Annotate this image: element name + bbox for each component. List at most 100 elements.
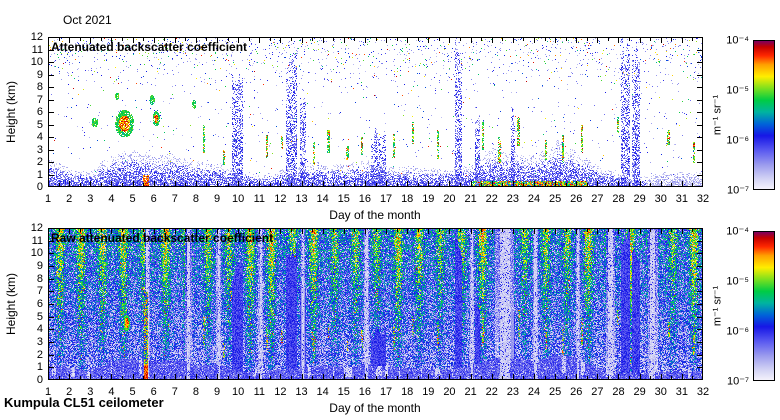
x-tick-label: 30 [654, 386, 667, 398]
y-tick-label: 9 [36, 68, 43, 81]
x-tick-label: 16 [358, 193, 372, 205]
x-tick-label: 5 [129, 386, 136, 398]
x-tick-label: 20 [443, 386, 456, 398]
x-tick-label: 11 [253, 386, 265, 398]
x-tick-label: 15 [337, 386, 350, 398]
x-tick-label: 30 [654, 193, 667, 205]
x-tick-label: 13 [295, 386, 308, 398]
x-tick-label: 16 [358, 386, 372, 398]
x-tick-label: 7 [171, 193, 178, 205]
x-tick-label: 9 [213, 193, 221, 205]
x-tick-label: 19 [422, 193, 435, 205]
y-tick-label: 3 [36, 336, 43, 348]
y-tick-label: 11 [31, 234, 43, 247]
x-tick-label: 23 [506, 386, 519, 398]
x-tick-label: 24 [527, 193, 541, 205]
y-tick-label: 6 [36, 298, 43, 310]
x-tick-label: 15 [337, 193, 350, 205]
y-tick-label: 6 [36, 106, 43, 118]
x-axis-label-bottom: Day of the month [329, 401, 421, 415]
y-tick-label: 8 [36, 272, 43, 285]
x-tick-label: 25 [548, 386, 562, 398]
x-tick-label: 12 [274, 193, 287, 205]
y-tick-label: 12 [30, 222, 43, 234]
x-tick-label: 4 [108, 386, 115, 398]
x-tick-label: 26 [570, 386, 583, 398]
colorbar-bottom [753, 231, 775, 381]
x-tick-label: 31 [675, 386, 688, 398]
x-tick-label: 3 [87, 386, 94, 398]
y-tick-label: 1 [36, 361, 43, 374]
y-tick-label: 7 [36, 93, 43, 106]
colorbar-unit-bottom: m⁻¹ sr⁻¹ [711, 285, 724, 327]
x-tick-label: 25 [548, 193, 562, 205]
colorbar-tick-label: 10⁻⁷ [726, 375, 749, 388]
y-tick-label: 8 [36, 81, 43, 93]
raw-backscatter-heatmap [48, 228, 703, 380]
y-tick-label: 7 [36, 285, 43, 298]
y-tick-label: 2 [36, 348, 43, 361]
x-tick-label: 4 [108, 193, 115, 205]
x-tick-label: 26 [570, 193, 583, 205]
x-tick-label: 9 [213, 386, 221, 398]
y-tick-label: 12 [30, 31, 43, 43]
y-tick-label: 2 [36, 156, 43, 168]
x-tick-label: 11 [253, 193, 265, 205]
x-tick-label: 7 [171, 386, 178, 398]
attenuated-backscatter-heatmap [48, 37, 703, 187]
x-tick-label: 1 [44, 386, 52, 398]
y-tick-label: 11 [31, 43, 43, 56]
x-tick-label: 13 [295, 193, 308, 205]
x-tick-label: 6 [150, 193, 157, 205]
x-tick-label: 5 [129, 193, 136, 205]
colorbar-tick-label: 10⁻⁶ [726, 325, 749, 338]
y-tick-label: 4 [36, 323, 43, 336]
y-axis-label-bottom: Height (km) [4, 272, 18, 336]
x-tick-label: 18 [401, 386, 414, 398]
x-tick-label: 18 [401, 193, 414, 205]
colorbar-tick-label: 10⁻⁶ [726, 134, 749, 147]
x-tick-label: 29 [633, 193, 646, 205]
date-label: Oct 2021 [63, 13, 112, 27]
x-tick-label: 23 [506, 193, 519, 205]
colorbar-tick-label: 10⁻⁵ [726, 84, 749, 97]
y-axis-label-top: Height (km) [4, 80, 18, 144]
y-tick-label: 10 [30, 56, 43, 68]
x-tick-label: 28 [612, 386, 625, 398]
x-tick-label: 17 [379, 193, 393, 205]
colorbar-tick-label: 10⁻⁴ [726, 34, 749, 47]
x-tick-label: 20 [443, 193, 456, 205]
x-tick-label: 3 [87, 193, 94, 205]
x-tick-label: 6 [150, 386, 157, 398]
x-tick-label: 10 [232, 386, 245, 398]
x-tick-label: 2 [66, 386, 73, 398]
y-tick-label: 0 [36, 374, 43, 386]
colorbar-tick-label: 10⁻⁷ [726, 184, 749, 197]
x-tick-label: 14 [316, 386, 329, 398]
y-tick-label: 1 [36, 168, 43, 181]
y-tick-label: 5 [36, 118, 43, 131]
y-tick-label: 10 [30, 247, 43, 260]
x-tick-label: 24 [527, 386, 541, 398]
x-tick-label: 17 [379, 386, 393, 398]
y-tick-label: 9 [36, 260, 43, 272]
colorbar-tick-label: 10⁻⁴ [726, 225, 749, 238]
x-tick-label: 10 [232, 193, 245, 205]
x-axis-label-top: Day of the month [329, 208, 421, 222]
x-tick-label: 1 [44, 193, 52, 205]
x-tick-label: 31 [675, 193, 688, 205]
colorbar-unit-top: m⁻¹ sr⁻¹ [711, 94, 724, 136]
x-tick-label: 27 [591, 193, 604, 205]
panel-title-raw: Raw attenuated backscatter coefficient [51, 231, 274, 245]
y-tick-label: 0 [36, 181, 43, 193]
y-tick-label: 5 [36, 310, 43, 323]
x-tick-label: 27 [591, 386, 604, 398]
x-tick-label: 19 [422, 386, 435, 398]
y-tick-label: 3 [36, 143, 43, 156]
panel-title-attenuated: Attenuated backscatter coefficient [51, 40, 248, 54]
colorbar-top [753, 40, 775, 190]
y-tick-label: 4 [36, 131, 43, 143]
colorbar-tick-label: 10⁻⁵ [726, 275, 749, 288]
x-tick-label: 22 [485, 193, 498, 205]
